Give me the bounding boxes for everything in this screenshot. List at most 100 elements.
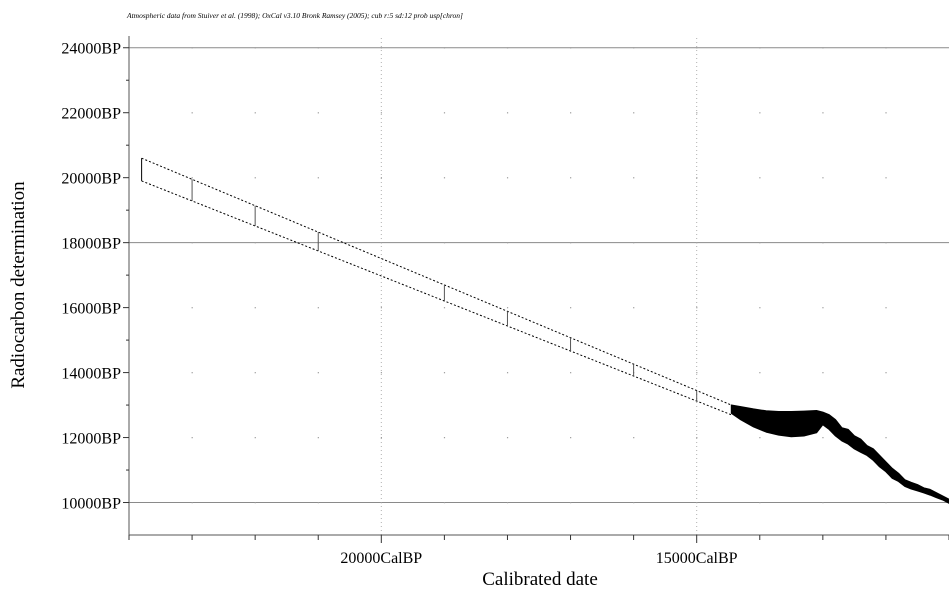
grid-dot (570, 437, 572, 439)
grid-dot (380, 242, 383, 244)
grid-dot (380, 372, 383, 374)
band-upper-edge (141, 157, 732, 406)
grid-dot (822, 112, 824, 114)
grid-dot (822, 372, 824, 374)
grid-dot (191, 242, 193, 244)
grid-dot (759, 307, 761, 309)
grid-dot (191, 112, 193, 114)
grid-dot (696, 307, 698, 309)
grid-dot (759, 47, 761, 49)
y-tick-label: 24000BP (61, 41, 121, 58)
grid-dot (822, 47, 824, 49)
grid-dot (317, 437, 319, 439)
grid-dot (759, 242, 761, 244)
grid-dot (380, 437, 383, 439)
grid-dot (822, 502, 824, 504)
grid-dot (191, 437, 193, 439)
grid-dot (317, 112, 319, 114)
grid-dot (885, 47, 887, 49)
grid-dot (506, 47, 509, 49)
grid-dot (696, 47, 698, 49)
grid-dot (822, 307, 824, 309)
grid-dot (191, 47, 193, 49)
grid-dot (443, 242, 446, 244)
grid-dot (380, 112, 383, 114)
grid-dot (633, 307, 635, 309)
grid-dot (696, 502, 698, 504)
grid-dot (443, 437, 446, 439)
grid-dot (696, 112, 698, 114)
y-tick-label: 18000BP (61, 236, 121, 253)
header-text: Atmospheric data from Stuiver et al. (19… (126, 11, 463, 20)
y-tick-label: 12000BP (61, 431, 121, 448)
grid-dot (191, 177, 193, 179)
grid-dot (443, 307, 446, 309)
y-axis-title: Radiocarbon determination (8, 181, 29, 389)
grid-dot (506, 242, 509, 244)
grid-dot (254, 47, 256, 49)
grid-dot (380, 177, 383, 179)
grid-dot (885, 437, 887, 439)
grid-dot (380, 502, 383, 504)
grid-dot (254, 372, 256, 374)
y-tick-label: 22000BP (61, 106, 121, 123)
grid-dot (633, 502, 635, 504)
grid-dot (317, 307, 319, 309)
grid-dot (570, 47, 572, 49)
grid-dot (633, 47, 635, 49)
grid-dot (885, 177, 887, 179)
grid-dot (443, 47, 446, 49)
grid-dot (570, 502, 572, 504)
grid-layer (129, 38, 949, 535)
grid-dot (380, 47, 383, 49)
band-filled-region (730, 404, 949, 504)
grid-dot (443, 372, 446, 374)
grid-dot (570, 307, 572, 309)
grid-dot (633, 437, 635, 439)
grid-dot (506, 372, 509, 374)
y-tick-label: 16000BP (61, 301, 121, 318)
grid-dot (254, 437, 256, 439)
grid-dot (885, 372, 887, 374)
grid-dot (822, 437, 824, 439)
grid-dot (254, 307, 256, 309)
grid-dot (443, 177, 446, 179)
grid-dot (506, 112, 509, 114)
grid-dot (696, 372, 698, 374)
tick-label-layer: 24000BP 22000BP 20000BP 18000BP 16000BP 14000… (61, 41, 737, 567)
grid-dot (443, 112, 446, 114)
y-tick-label: 14000BP (61, 366, 121, 383)
grid-dot (885, 307, 887, 309)
grid-dot (317, 177, 319, 179)
grid-dot (506, 502, 509, 504)
grid-dot (759, 372, 761, 374)
grid-dot (759, 177, 761, 179)
grid-dot (570, 242, 572, 244)
grid-dot (191, 372, 193, 374)
grid-dot (506, 307, 509, 309)
grid-dot (570, 112, 572, 114)
grid-dot (822, 242, 824, 244)
grid-dot (759, 112, 761, 114)
grid-dot (822, 177, 824, 179)
axis-layer (123, 36, 949, 543)
grid-dot (633, 112, 635, 114)
grid-dot (506, 177, 509, 179)
grid-dot (696, 177, 698, 179)
grid-dot (191, 307, 193, 309)
grid-dot (570, 177, 572, 179)
grid-dot (696, 437, 698, 439)
grid-dot (696, 242, 698, 244)
grid-dot (317, 502, 319, 504)
x-axis-title: Calibrated date (482, 569, 598, 589)
grid-dot (254, 242, 256, 244)
grid-dot (885, 242, 887, 244)
grid-dot (443, 502, 446, 504)
calibration-band-layer (141, 157, 949, 504)
y-tick-label: 20000BP (61, 171, 121, 188)
band-lower-edge (141, 180, 732, 416)
grid-dot (191, 502, 193, 504)
x-tick-label: 15000CalBP (656, 550, 738, 567)
